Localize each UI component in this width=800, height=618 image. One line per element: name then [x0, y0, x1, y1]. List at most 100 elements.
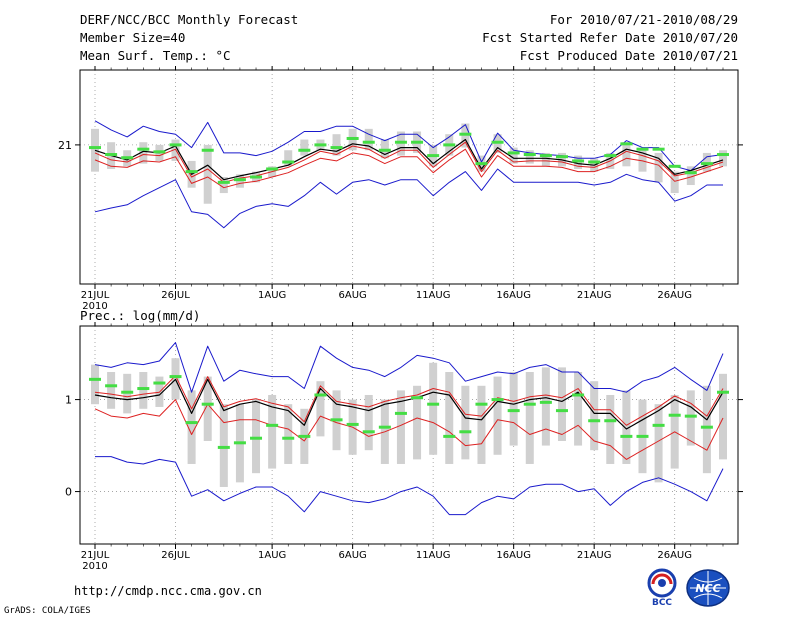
x-tick-label: 26AUG — [657, 550, 692, 561]
chart-title: DERF/NCC/BCC Monthly Forecast — [80, 12, 299, 27]
median-marker — [185, 170, 198, 174]
median-marker — [507, 151, 520, 155]
ensemble-box — [429, 362, 438, 455]
median-marker — [362, 430, 375, 434]
ensemble-box — [284, 404, 293, 464]
median-marker — [121, 390, 134, 394]
median-marker — [153, 381, 166, 385]
median-marker — [604, 154, 617, 158]
median-marker — [572, 159, 585, 163]
median-marker — [717, 153, 729, 157]
median-marker — [636, 147, 649, 151]
median-marker — [523, 153, 536, 157]
median-marker — [89, 377, 101, 381]
ensemble-box — [525, 371, 534, 464]
median-marker — [217, 445, 230, 449]
ensemble-box — [654, 404, 663, 483]
ensemble-box — [91, 128, 99, 172]
ensemble-box — [509, 371, 518, 446]
median-marker — [298, 148, 311, 152]
x-tick-label: 1AUG — [258, 290, 286, 301]
ensemble-box — [187, 390, 196, 464]
median-marker — [684, 171, 697, 175]
series-line-band-low — [94, 399, 724, 460]
median-marker — [539, 154, 552, 158]
median-marker — [266, 423, 279, 427]
median-marker — [491, 140, 504, 144]
y-tick-label: 0 — [65, 486, 72, 499]
ensemble-box — [622, 142, 631, 167]
series-line-mean — [94, 378, 724, 430]
median-marker — [604, 419, 617, 423]
median-marker — [362, 140, 375, 144]
x-tick-label: 1AUG — [258, 550, 286, 561]
median-marker — [137, 147, 150, 151]
ensemble-box — [364, 128, 373, 151]
series-line-max — [94, 342, 724, 393]
median-marker — [250, 175, 263, 179]
x-tick-label: 16AUG — [496, 290, 531, 301]
x-tick-label: 21JUL — [81, 550, 110, 561]
ensemble-box — [461, 385, 470, 460]
plot-frame — [79, 325, 739, 545]
median-marker — [233, 178, 246, 182]
median-marker — [378, 148, 391, 152]
prec-variable-label: Prec.: log(mm/d) — [80, 308, 200, 323]
median-marker — [459, 132, 472, 136]
median-marker — [153, 150, 166, 154]
series-line-band-high — [94, 141, 724, 183]
ensemble-box — [719, 373, 727, 460]
median-marker — [507, 409, 520, 413]
median-marker — [105, 384, 118, 388]
source-url[interactable]: http://cmdp.ncc.cma.gov.cn — [74, 584, 262, 598]
x-tick-label: 21JUL — [81, 290, 110, 301]
median-marker — [652, 147, 665, 151]
ensemble-box — [541, 152, 550, 167]
ensemble-box — [219, 177, 228, 194]
x-tick-label: 26AUG — [657, 290, 692, 301]
grads-credit: GrADS: COLA/IGES — [4, 606, 91, 616]
series-line-band-high — [94, 375, 724, 426]
median-marker — [266, 167, 279, 171]
series-line-mean — [94, 138, 724, 181]
x-year-label: 2010 — [82, 301, 107, 312]
x-year-label: 2010 — [82, 561, 107, 572]
x-tick-label: 26JUL — [161, 290, 190, 301]
x-tick-label: 11AUG — [416, 550, 451, 561]
ensemble-box — [606, 394, 615, 464]
median-marker — [298, 434, 311, 438]
median-marker — [137, 387, 150, 391]
ensemble-box — [525, 150, 534, 164]
ensemble-box — [252, 399, 261, 474]
median-marker — [652, 423, 665, 427]
median-marker — [700, 162, 713, 166]
median-marker — [411, 396, 424, 400]
ensemble-box — [268, 394, 277, 469]
median-marker — [427, 154, 440, 158]
ensemble-box — [477, 385, 486, 464]
median-marker — [588, 160, 601, 164]
ensemble-box — [171, 139, 180, 161]
ensemble-box — [203, 376, 212, 441]
median-marker — [169, 375, 182, 379]
bcc-logo: BCC — [647, 568, 677, 608]
x-tick-label: 26JUL — [161, 550, 190, 561]
median-marker — [427, 402, 440, 406]
median-marker — [121, 156, 134, 160]
median-marker — [411, 140, 424, 144]
ensemble-box — [284, 150, 293, 167]
median-marker — [620, 434, 633, 438]
forecast-produced-date: Fcst Produced Date 2010/07/21 — [519, 48, 738, 63]
median-marker — [346, 136, 359, 140]
median-marker — [89, 146, 101, 150]
median-marker — [684, 414, 697, 418]
ensemble-box — [364, 394, 373, 451]
median-marker — [443, 143, 456, 147]
x-tick-label: 21AUG — [577, 550, 612, 561]
series-line-band-low — [94, 148, 724, 189]
series-line-min — [95, 456, 724, 516]
y-tick-label: 21 — [58, 139, 72, 152]
median-marker — [330, 146, 343, 150]
ensemble-box — [139, 371, 148, 409]
